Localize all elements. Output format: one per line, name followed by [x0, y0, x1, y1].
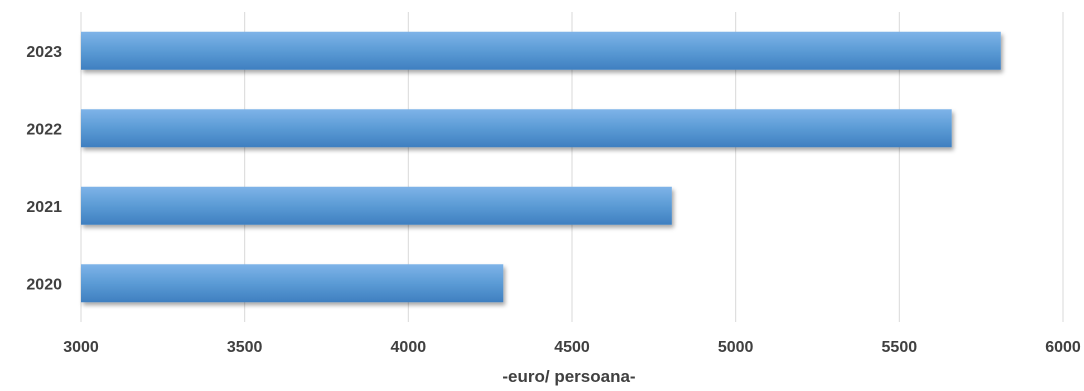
- x-tick-label: 3500: [227, 339, 263, 356]
- x-tick-label: 4000: [391, 339, 427, 356]
- x-tick-label: 3000: [63, 339, 99, 356]
- bar-2022: [81, 109, 952, 148]
- x-tick-label: 4500: [554, 339, 590, 356]
- x-axis-title: -euro/ persoana-: [502, 367, 635, 386]
- x-tick-label: 5000: [718, 339, 754, 356]
- x-axis-labels: 3000 3500 4000 4500 5000 5500 6000: [63, 339, 1081, 356]
- y-tick-label: 2020: [26, 276, 62, 293]
- bar-2021: [81, 186, 672, 225]
- bar-2020: [81, 264, 504, 303]
- x-tick-label: 6000: [1045, 339, 1081, 356]
- bars: [81, 31, 1001, 303]
- y-tick-label: 2023: [26, 44, 62, 61]
- bar-2023: [81, 31, 1001, 70]
- y-axis-labels: 2023 2022 2021 2020: [26, 44, 62, 294]
- y-tick-label: 2021: [26, 199, 62, 216]
- y-tick-label: 2022: [26, 121, 62, 138]
- x-tick-label: 5500: [882, 339, 918, 356]
